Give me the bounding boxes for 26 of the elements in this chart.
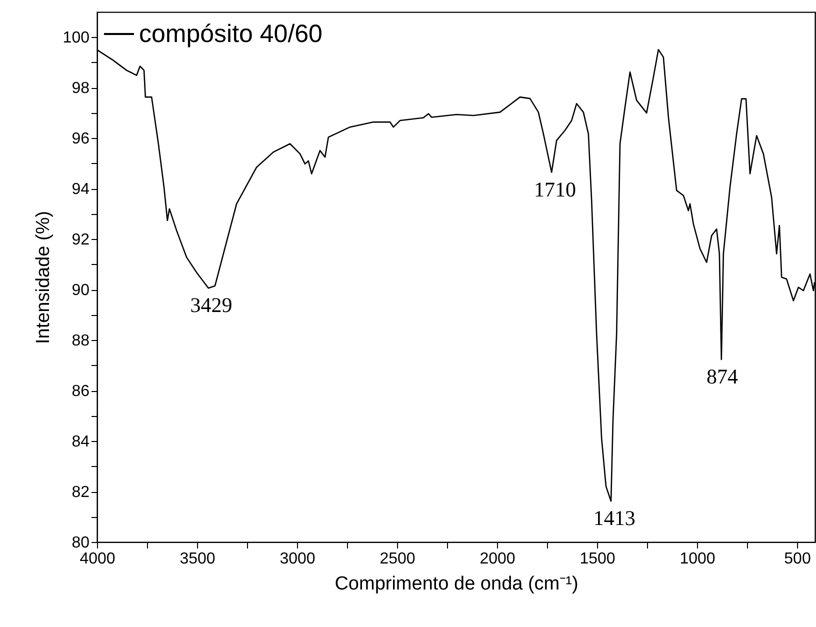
x-tick-label: 3000 xyxy=(280,550,316,568)
annotation: 1710 xyxy=(534,177,576,202)
y-tick-label: 86 xyxy=(72,383,90,400)
y-tick-label: 84 xyxy=(72,434,90,451)
y-tick-label: 82 xyxy=(72,484,90,502)
legend-label: compósito 40/60 xyxy=(139,20,322,48)
y-tick-label: 94 xyxy=(72,181,90,198)
y-tick-label: 80 xyxy=(72,534,90,552)
annotation: 874 xyxy=(706,364,738,389)
y-tick-label: 98 xyxy=(72,80,90,98)
y-tick-label: 88 xyxy=(72,332,90,350)
x-tick-label: 500 xyxy=(784,550,811,568)
y-tick-label: 100 xyxy=(62,30,90,47)
x-axis-title: Comprimento de onda (cm⁻¹) xyxy=(334,574,578,594)
y-tick-label: 92 xyxy=(72,232,90,249)
annotation: 1413 xyxy=(593,506,636,530)
x-tick-label: 4000 xyxy=(80,550,116,568)
x-tick-label: 2000 xyxy=(480,550,516,568)
x-tick-label: 1500 xyxy=(580,550,616,568)
y-tick-label: 90 xyxy=(72,282,90,300)
y-axis-title: Intensidade (%) xyxy=(32,210,54,344)
x-tick-label: 3500 xyxy=(180,550,216,568)
y-tick-label: 96 xyxy=(72,130,90,148)
x-tick-label: 1000 xyxy=(680,550,716,568)
annotation: 3429 xyxy=(190,293,232,318)
x-tick-label: 2500 xyxy=(380,550,416,568)
